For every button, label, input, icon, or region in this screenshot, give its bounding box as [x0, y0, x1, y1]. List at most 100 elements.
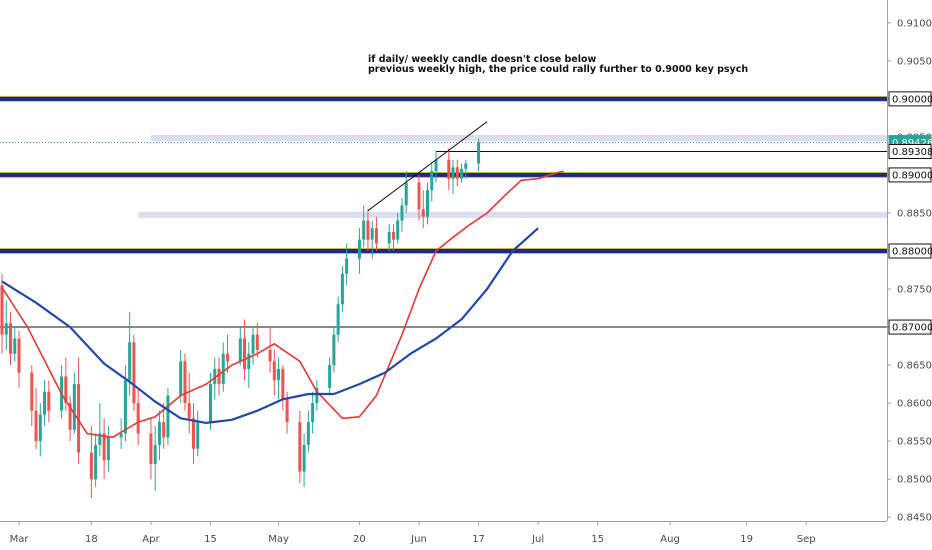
candle-down	[226, 353, 230, 362]
candle-up	[247, 353, 251, 369]
candle-up	[396, 220, 400, 240]
candle-up	[302, 444, 306, 472]
candle-up	[38, 414, 42, 442]
candle-down	[417, 182, 421, 210]
candle-up	[336, 304, 340, 335]
candle-up	[196, 422, 200, 449]
candle-down	[132, 342, 136, 404]
candle-up	[357, 239, 361, 259]
candle-down	[89, 452, 93, 480]
candle-up	[208, 384, 212, 423]
candle-down	[162, 422, 166, 438]
candle-up	[362, 220, 366, 240]
candle-down	[183, 361, 187, 404]
candle-down	[366, 220, 370, 240]
candle-down	[391, 231, 395, 240]
candle-down	[30, 372, 34, 411]
candle-up	[426, 190, 429, 217]
candle-up	[311, 403, 315, 423]
candle-up	[340, 273, 344, 305]
candle-up	[98, 433, 102, 445]
price-level-tag	[888, 167, 932, 183]
candle-down	[268, 349, 272, 362]
price-tag-label: 0.87000	[892, 323, 932, 334]
x-tick-label: 18	[85, 534, 98, 545]
candle-up	[451, 167, 455, 179]
candle-down	[136, 403, 140, 434]
x-tick-label: Mar	[10, 534, 30, 545]
candles-layer	[0, 138, 481, 499]
x-tick-label: 15	[591, 534, 604, 545]
candle-down	[47, 391, 51, 411]
candle-down	[34, 410, 38, 442]
candle-down	[77, 384, 81, 453]
y-tick-label: 0.84500	[897, 513, 932, 524]
x-tick-label: 15	[204, 534, 217, 545]
candle-down	[191, 418, 195, 449]
x-tick-label: Apr	[142, 534, 160, 545]
candle-up	[477, 142, 481, 164]
annotation-line-1: if daily/ weekly candle doesn't close be…	[368, 54, 597, 65]
candle-up	[404, 182, 408, 206]
candle-up	[119, 433, 123, 438]
price-tag-label: 0.90000	[892, 94, 932, 105]
price-tag-label: 0.89000	[892, 170, 932, 181]
slow-moving-average-line	[1, 227, 539, 424]
x-tick-label: May	[268, 534, 289, 545]
candle-up	[460, 168, 464, 179]
price-tag-label: 0.89426	[892, 138, 932, 149]
annotation-line-2: previous weekly high, the price could ra…	[368, 64, 748, 75]
candle-down	[281, 368, 285, 400]
price-tag-label: 0.89308	[892, 147, 932, 158]
price-level-tag	[888, 144, 932, 160]
price-tag-label: 0.88000	[892, 246, 932, 257]
x-tick-label: Aug	[660, 534, 680, 545]
candle-down	[298, 422, 302, 472]
supply-zone	[138, 211, 887, 218]
candle-down	[17, 338, 21, 373]
candle-up	[400, 205, 404, 221]
candle-up	[221, 353, 225, 385]
candle-down	[9, 323, 13, 354]
trendline-layer	[367, 121, 488, 212]
candle-down	[187, 403, 191, 419]
candle-down	[272, 361, 276, 381]
candle-up	[13, 338, 17, 354]
x-tick-label: 20	[353, 534, 366, 545]
fast-moving-average-line	[1, 170, 564, 439]
candle-up	[123, 380, 127, 434]
candle-up	[213, 368, 217, 385]
candle-up	[238, 338, 242, 362]
candle-down	[217, 368, 221, 385]
key-level-line	[0, 96, 887, 101]
price-level-tag	[888, 243, 932, 259]
annotation-layer: if daily/ weekly candle doesn't close be…	[368, 54, 748, 75]
candle-up	[166, 395, 170, 438]
candle-up	[72, 384, 76, 430]
level-lines-layer	[0, 95, 888, 328]
candle-up	[370, 228, 374, 240]
moving-averages-layer	[1, 170, 564, 439]
candle-up	[153, 444, 157, 464]
candle-up	[328, 365, 332, 388]
candle-up	[179, 361, 183, 396]
trendline	[367, 121, 488, 212]
candle-up	[345, 258, 349, 274]
candle-up	[315, 387, 319, 404]
price-level-tag	[888, 319, 932, 335]
candle-down	[64, 376, 68, 404]
candle-down	[447, 159, 451, 179]
candle-down	[0, 285, 4, 335]
candle-up	[332, 334, 336, 366]
candle-down	[455, 167, 459, 179]
